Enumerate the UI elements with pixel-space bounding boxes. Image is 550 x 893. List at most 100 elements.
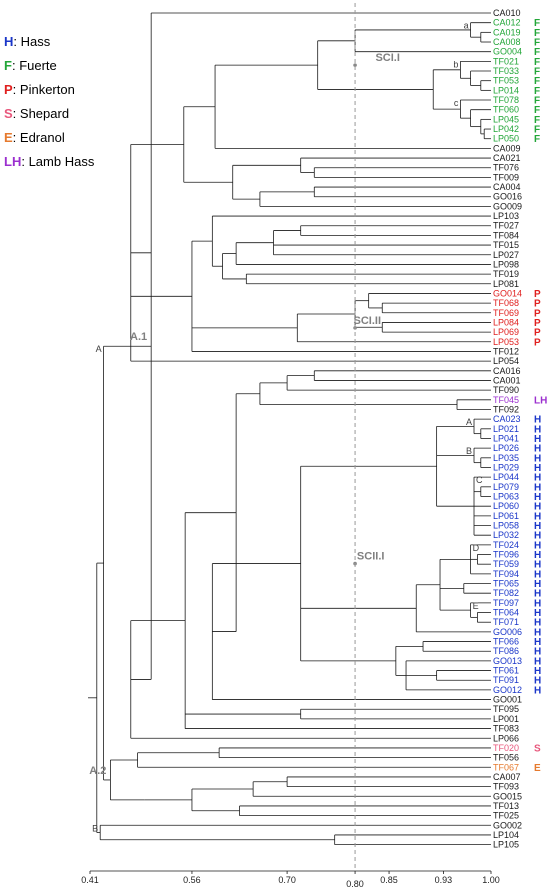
- leaf-label: CA010: [493, 8, 521, 18]
- legend-code: P: [4, 82, 13, 97]
- cultivar-code: F: [534, 125, 540, 136]
- leaf-label: LP042: [493, 124, 519, 134]
- leaf-label: LP066: [493, 733, 519, 743]
- cultivar-code: H: [534, 521, 541, 532]
- cultivar-code: H: [534, 598, 541, 609]
- leaf-label: TF076: [493, 163, 519, 173]
- cultivar-code: P: [534, 337, 541, 348]
- subcluster-label: B: [92, 823, 98, 833]
- leaf-label: LP081: [493, 279, 519, 289]
- leaf-label: TF069: [493, 308, 519, 318]
- leaf-label: GO002: [493, 820, 522, 830]
- cultivar-code: H: [534, 424, 541, 435]
- leaf-label: TF056: [493, 753, 519, 763]
- cultivar-code: H: [534, 531, 541, 542]
- cultivar-code: H: [534, 444, 541, 455]
- cultivar-code: S: [534, 743, 541, 754]
- leaf-label: TF061: [493, 666, 519, 676]
- leaf-label: TF059: [493, 559, 519, 569]
- leaf-label: TF013: [493, 801, 519, 811]
- leaf-label: LP014: [493, 85, 519, 95]
- leaf-label: TF009: [493, 172, 519, 182]
- subcluster-label: E: [473, 601, 479, 611]
- leaf-label: TF021: [493, 56, 519, 66]
- x-axis-tick-label: 0.80: [346, 879, 364, 889]
- cultivar-code: F: [534, 86, 540, 97]
- leaf-label: TF020: [493, 743, 519, 753]
- leaf-label: LP035: [493, 453, 519, 463]
- cultivar-code: H: [534, 618, 541, 629]
- cultivar-code: E: [534, 763, 541, 774]
- legend-item-h: H: Hass: [4, 30, 154, 54]
- leaf-label: GO014: [493, 288, 522, 298]
- cultivar-code: F: [534, 67, 540, 78]
- legend-code: S: [4, 106, 13, 121]
- leaf-label: LP032: [493, 530, 519, 540]
- x-axis-tick-label: 1.00: [482, 875, 500, 885]
- cluster-label: SCI.II: [354, 315, 382, 327]
- leaf-label: CA019: [493, 27, 521, 37]
- x-axis-tick-label: 0.93: [435, 875, 453, 885]
- leaf-label: CA009: [493, 143, 521, 153]
- legend-separator: :: [12, 130, 20, 145]
- leaf-label: LP069: [493, 327, 519, 337]
- leaf-label: TF083: [493, 724, 519, 734]
- subcluster-label: C: [476, 475, 483, 485]
- legend-item-s: S: Shepard: [4, 102, 154, 126]
- cultivar-code: H: [534, 676, 541, 687]
- cultivar-code: H: [534, 434, 541, 445]
- legend-separator: :: [13, 34, 21, 49]
- leaf-label: GO001: [493, 695, 522, 705]
- legend-name: Lamb Hass: [28, 154, 95, 169]
- cultivar-code: H: [534, 492, 541, 503]
- cultivar-code: H: [534, 589, 541, 600]
- legend-code: F: [4, 58, 12, 73]
- legend-name: Pinkerton: [19, 82, 75, 97]
- leaf-label: TF094: [493, 569, 519, 579]
- legend-code: E: [4, 130, 13, 145]
- cultivar-code: H: [534, 502, 541, 513]
- leaf-label: LP054: [493, 356, 519, 366]
- x-axis-tick-label: 0.70: [278, 875, 296, 885]
- leaf-label: CA021: [493, 153, 521, 163]
- leaf-label: TF092: [493, 404, 519, 414]
- leaf-label: LP060: [493, 501, 519, 511]
- leaf-label: GO004: [493, 47, 522, 57]
- leaf-label: TF012: [493, 346, 519, 356]
- leaf-label: LP058: [493, 521, 519, 531]
- leaf-label: TF024: [493, 540, 519, 550]
- leaf-label: TF027: [493, 221, 519, 231]
- cultivar-code: P: [534, 299, 541, 310]
- cultivar-code: H: [534, 560, 541, 571]
- cultivar-code: H: [534, 511, 541, 522]
- legend-name: Hass: [20, 34, 51, 49]
- cultivar-code: F: [534, 47, 540, 58]
- leaf-label: TF064: [493, 608, 519, 618]
- legend-code: LH: [4, 154, 22, 169]
- subcluster-label: a: [464, 21, 469, 31]
- leaf-label: LP045: [493, 114, 519, 124]
- leaf-label: TF096: [493, 550, 519, 560]
- cultivar-code: H: [534, 685, 541, 696]
- cultivar-code: H: [534, 579, 541, 590]
- legend-item-p: P: Pinkerton: [4, 78, 154, 102]
- cultivar-code: H: [534, 627, 541, 638]
- cultivar-code: F: [534, 18, 540, 29]
- cultivar-code: P: [534, 308, 541, 319]
- legend-separator: :: [11, 58, 20, 73]
- subcluster-label: A: [96, 344, 102, 354]
- cultivar-code: LH: [534, 395, 547, 406]
- leaf-label: TF090: [493, 385, 519, 395]
- cultivar-code: P: [534, 318, 541, 329]
- cluster-label: A.1: [130, 331, 147, 343]
- cluster-label: SCI.I: [375, 52, 399, 64]
- cultivar-code: H: [534, 550, 541, 561]
- leaf-label: LP021: [493, 424, 519, 434]
- cultivar-code: F: [534, 57, 540, 68]
- cultivar-code: H: [534, 482, 541, 493]
- leaf-label: LP063: [493, 492, 519, 502]
- cultivar-code: H: [534, 637, 541, 648]
- leaf-label: LP029: [493, 462, 519, 472]
- cultivar-code: F: [534, 96, 540, 107]
